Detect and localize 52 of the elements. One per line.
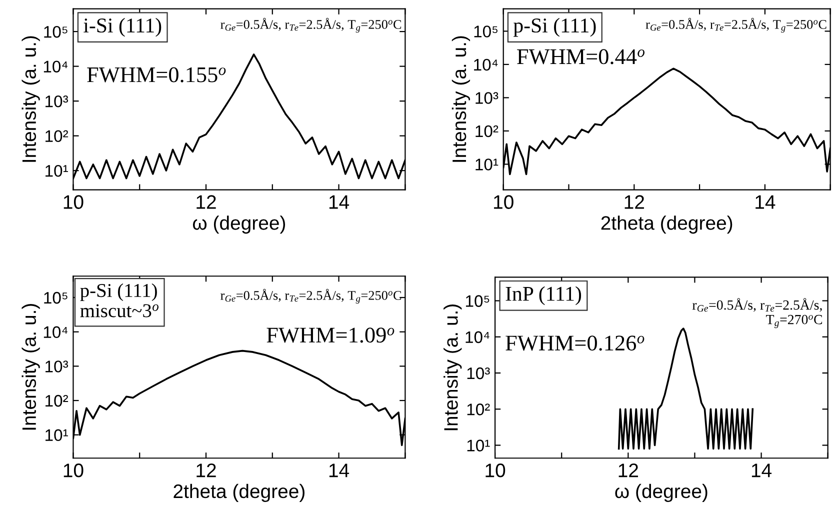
y-tick-label: 10¹ xyxy=(46,164,68,177)
annotation: FWHM=1.09$^{o}$ xyxy=(266,328,394,343)
x-axis-title: 2theta (degree) xyxy=(174,484,304,502)
x-axis-title: ω (degree) xyxy=(615,484,708,502)
y-tick-label: 10¹ xyxy=(467,440,490,452)
annotation: InP (111) xyxy=(506,286,582,306)
y-axis-title: Intensity (a. u.) xyxy=(22,304,40,430)
annotation: p-Si (111) miscut~3$^{o}$ xyxy=(80,283,158,318)
y-tick-label: 10⁴ xyxy=(44,60,68,73)
x-tick-label: 14 xyxy=(752,464,772,478)
annotation: i-Si (111) xyxy=(84,18,162,37)
y-tick-label: 10⁴ xyxy=(466,331,490,344)
annotation: FWHM=0.126$^{o}$ xyxy=(506,336,644,351)
x-tick-label: 12 xyxy=(196,463,216,478)
y-tick-label: 10⁵ xyxy=(44,26,68,38)
x-tick-label: 10 xyxy=(64,463,84,478)
text: r$_{Ge}$=0.5Å/s, r$_{Te}$=2.5Å/s, T$_{g}$=250$^{o}$C xyxy=(646,18,826,33)
x-tick-label: 14 xyxy=(756,195,776,209)
y-tick-label: 10² xyxy=(467,404,490,416)
x-tick-label: 10 xyxy=(494,195,514,209)
y-axis-title: Intensity (a. u.) xyxy=(22,36,40,162)
y-tick-label: 10¹ xyxy=(46,429,68,442)
y-tick-label: 10¹ xyxy=(476,158,498,170)
y-tick-label: 10⁴ xyxy=(474,58,498,71)
y-tick-label: 10⁵ xyxy=(44,292,68,304)
x-tick-label: 10 xyxy=(486,463,506,478)
y-tick-label: 10³ xyxy=(476,92,498,104)
annotation: p-Si (111) xyxy=(514,18,596,37)
y-tick-label: 10² xyxy=(476,125,498,138)
y-tick-label: 10² xyxy=(46,130,68,142)
x-tick-label: 12 xyxy=(624,195,644,209)
x-tick-label: 14 xyxy=(329,195,350,209)
y-tick-label: 10⁵ xyxy=(466,295,490,307)
y-tick-label: 10² xyxy=(46,394,68,407)
text: r$_{Ge}$=0.5Å/s, r$_{Te}$=2.5Å/s, T$_{g}$=250$^{o}$C xyxy=(220,18,402,33)
x-tick-label: 12 xyxy=(618,463,638,478)
y-tick-label: 10³ xyxy=(46,360,68,372)
x-tick-label: 10 xyxy=(64,195,84,209)
text: r$_{Ge}$=0.5Å/s, r$_{Te}$=2.5Å/s, T$_{g}$=250$^{o}$C xyxy=(220,288,402,304)
annotation: FWHM=0.155$^{o}$ xyxy=(87,67,226,82)
x-tick-label: 12 xyxy=(196,195,216,209)
text: r$_{Ge}$=0.5Å/s, r$_{Te}$=2.5Å/s, T$_{g}$=270$^{o}$C xyxy=(692,298,822,328)
annotation: FWHM=0.44$^{o}$ xyxy=(517,49,644,64)
y-tick-label: 10³ xyxy=(467,367,490,380)
x-axis-title: ω (degree) xyxy=(192,216,286,234)
x-tick-label: 14 xyxy=(329,464,350,478)
y-tick-label: 10⁴ xyxy=(44,326,68,338)
y-axis-title: Intensity (a. u.) xyxy=(452,36,470,162)
y-tick-label: 10³ xyxy=(46,95,68,108)
y-tick-label: 10⁵ xyxy=(474,26,498,38)
x-axis-title: 2theta (degree) xyxy=(601,216,732,234)
y-axis-title: Intensity (a. u.) xyxy=(444,304,462,430)
